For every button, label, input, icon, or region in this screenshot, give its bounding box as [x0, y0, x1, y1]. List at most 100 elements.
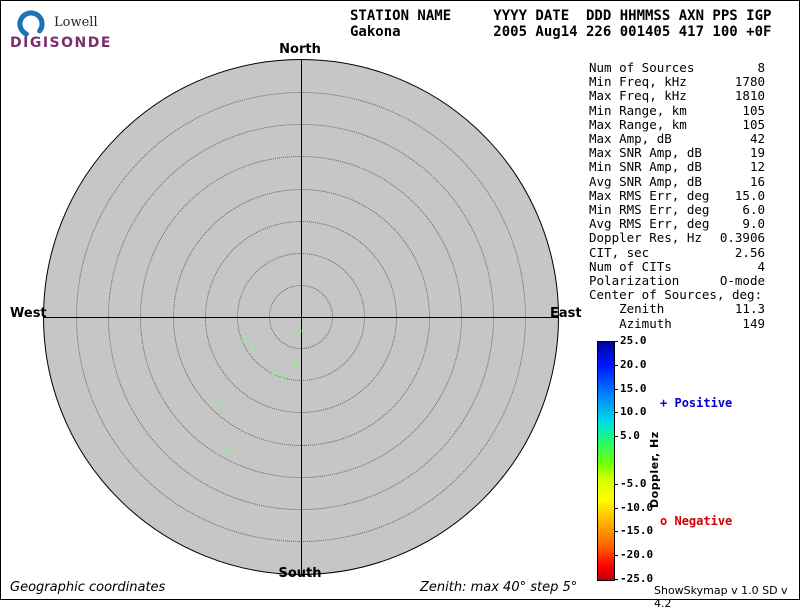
- stat-value: 12: [749, 159, 765, 175]
- stat-row: Max Range, km 105: [589, 116, 765, 132]
- circle-marker-icon: o: [660, 514, 668, 528]
- stat-label: Avg RMS Err, deg: [589, 216, 710, 232]
- colorbar-tick: [614, 531, 618, 533]
- colorbar-tick: [614, 579, 618, 580]
- source-point: +: [225, 445, 233, 456]
- legend-positive-label: Positive: [674, 396, 733, 410]
- stat-label: Num of CITs: [589, 258, 672, 274]
- legend-negative: o Negative: [660, 514, 732, 528]
- colorbar-tick: [614, 555, 618, 557]
- colorbar-tick-label: 25.0: [620, 333, 647, 347]
- stat-value: 0.3906: [719, 230, 765, 246]
- stat-value: 42: [749, 131, 765, 147]
- stat-label: Max RMS Err, deg: [589, 187, 710, 203]
- stat-label: Min SNR Amp, dB: [589, 159, 702, 175]
- stat-label: Azimuth: [589, 315, 672, 331]
- colorbar-axis-label: Doppler, Hz: [648, 431, 661, 508]
- stat-label: Doppler Res, Hz: [589, 230, 702, 246]
- legend-positive: + Positive: [660, 396, 732, 410]
- stat-value: 9.0: [742, 216, 765, 232]
- stat-row: Avg SNR Amp, dB 16: [589, 173, 765, 189]
- stat-row: Polarization O-mode: [589, 273, 765, 289]
- colorbar-tick-label: -10.0: [620, 500, 654, 514]
- stat-value: 105: [742, 116, 765, 132]
- compass-label-west: West: [10, 306, 47, 321]
- stat-label: Max SNR Amp, dB: [589, 145, 702, 161]
- colorbar-tick-label: -25.0: [620, 571, 654, 585]
- legend-negative-label: Negative: [674, 514, 733, 528]
- stat-label: Min Range, km: [589, 102, 687, 118]
- stat-label: Center of Sources, deg:: [589, 287, 763, 303]
- stat-label: Zenith: [589, 301, 665, 317]
- stat-label: Max Freq, kHz: [589, 88, 687, 104]
- header-values-row: Gakona 2005 Aug14 226 001405 417 100 +0F: [350, 24, 772, 40]
- stat-row: Max Freq, kHz 1810: [589, 89, 765, 103]
- stat-row: Min Freq, kHz 1780: [589, 75, 765, 89]
- stat-label: Max Range, km: [589, 116, 687, 132]
- source-point: +: [278, 374, 286, 385]
- stat-label: Min Freq, kHz: [589, 74, 687, 90]
- stat-value: 2.56: [734, 244, 765, 260]
- stat-row: Center of Sources, deg:: [589, 288, 765, 302]
- east-west-axis-line: [44, 317, 558, 318]
- stat-value: 1780: [734, 74, 765, 90]
- stat-row: Zenith 11.3: [589, 302, 765, 316]
- stat-value: 19: [749, 145, 765, 161]
- logo-lowell-text: Lowell: [54, 15, 98, 30]
- stat-row: Max SNR Amp, dB 19: [589, 146, 765, 160]
- stat-label: Num of Sources: [589, 60, 695, 75]
- colorbar-tick: [614, 436, 618, 438]
- stat-label: CIT, sec: [589, 244, 650, 260]
- stat-label: Polarization: [589, 273, 680, 289]
- colorbar-tick-label: -20.0: [620, 548, 654, 562]
- stat-row: Min SNR Amp, dB 12: [589, 160, 765, 174]
- colorbar-tick-label: 10.0: [620, 405, 647, 419]
- stat-value: 1810: [734, 88, 765, 104]
- source-point: +: [295, 326, 303, 337]
- source-point: +: [215, 399, 223, 410]
- stat-label: Max Amp, dB: [589, 131, 672, 147]
- source-point: +: [293, 360, 301, 371]
- stat-value: 149: [742, 315, 765, 331]
- stat-row: Min RMS Err, deg 6.0: [589, 202, 765, 218]
- colorbar-tick-label: 5.0: [620, 429, 640, 443]
- colorbar-tick: [614, 341, 618, 342]
- logo-digisonde-text: DIGISONDE: [10, 35, 112, 51]
- swoosh-icon: [17, 10, 45, 38]
- stat-value: 16: [749, 173, 765, 189]
- stat-row: Avg RMS Err, deg 9.0: [589, 217, 765, 231]
- colorbar-tick: [614, 507, 618, 509]
- compass-label-south: South: [278, 566, 322, 581]
- source-point: +: [241, 336, 249, 347]
- stat-row: Max Amp, dB 42: [589, 131, 765, 147]
- colorbar-ticks: 25.0 20.0 15.0 10.0 5.0 -5.0 -10.0 -15.0 -20.0 -2…: [597, 334, 657, 585]
- coordinates-note: Geographic coordinates: [10, 580, 166, 595]
- stat-label: Avg SNR Amp, dB: [589, 173, 702, 189]
- stat-row: Doppler Res, Hz 0.3906: [589, 231, 765, 245]
- stat-row: Max RMS Err, deg 15.0: [589, 187, 765, 203]
- stat-label: Min RMS Err, deg: [589, 202, 710, 218]
- stat-row: Num of CITs 4: [589, 258, 765, 274]
- colorbar-tick-label: -15.0: [620, 524, 654, 538]
- stat-value: 11.3: [734, 301, 765, 317]
- stats-panel: Num of Sources 8 Min Freq, kHz 1780 Max Freq…: [589, 60, 765, 331]
- header-block: STATION NAME YYYY DATE DDD HHMMSS AXN PP…: [350, 8, 771, 40]
- stat-value: 8: [757, 60, 765, 75]
- source-point: +: [249, 343, 257, 354]
- plus-marker-icon: +: [660, 396, 668, 410]
- stat-row: Azimuth 149: [589, 315, 765, 331]
- version-text: ShowSkymap v 1.0 SD v 4.2: [654, 584, 788, 610]
- lowell-digisonde-logo: Lowell DIGISONDE: [8, 5, 138, 53]
- doppler-colorbar: [597, 341, 615, 581]
- stat-value: 15.0: [734, 187, 765, 203]
- stat-value: O-mode: [719, 273, 765, 289]
- colorbar-tick: [614, 388, 618, 390]
- colorbar-tick-label: 15.0: [620, 381, 647, 395]
- zenith-scale-note: Zenith: max 40° step 5°: [420, 580, 578, 595]
- colorbar-tick: [614, 364, 618, 366]
- source-point: +: [271, 369, 279, 380]
- stat-row: CIT, sec 2.56: [589, 244, 765, 260]
- colorbar-tick-label: 20.0: [620, 357, 647, 371]
- compass-label-east: East: [550, 306, 582, 321]
- stat-row: Min Range, km 105: [589, 102, 765, 118]
